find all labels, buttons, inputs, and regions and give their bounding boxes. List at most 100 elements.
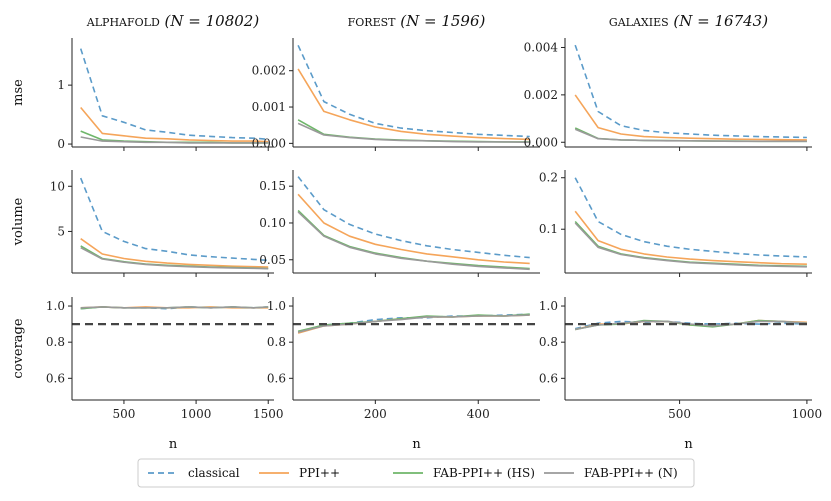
panel-title-name: alphafold (86, 12, 165, 30)
y-tick-label: 0.001 (252, 100, 286, 114)
x-tick: 1500 (253, 400, 284, 421)
series-line-fab_hs (80, 245, 269, 270)
y-tick: 0 (57, 137, 72, 151)
panel-title: forest (N = 1596) (348, 12, 486, 30)
y-tick: 5 (57, 224, 72, 238)
series-line-classical (79, 48, 269, 141)
y-axis-label-mse: mse (11, 79, 26, 106)
series-line-ppi (297, 68, 530, 141)
series-line-ppi (574, 94, 807, 141)
y-tick: 0.000 (524, 135, 565, 149)
panel-title-n: (N = 10802) (165, 12, 260, 30)
panel-volume-1: 0.05 0.10 0.15 (259, 170, 540, 277)
x-tick: 1000 (181, 400, 212, 421)
x-tick: 500 (668, 400, 691, 421)
panel-volume-2: 0.1 0.2 (539, 170, 812, 277)
legend-item-fab_n: FAB-PPI++ (N) (544, 466, 678, 480)
panel-title-n: (N = 16743) (673, 12, 768, 30)
y-tick: 0.6 (267, 371, 293, 385)
y-tick-label: 1.0 (267, 299, 286, 313)
y-tick: 1.0 (267, 299, 293, 313)
y-axis-label-coverage: coverage (11, 318, 26, 378)
x-tick-label: 1000 (792, 407, 823, 421)
series-line-fab_n (297, 211, 530, 271)
y-tick-label: 0.000 (524, 135, 558, 149)
y-tick-label: 0.6 (539, 371, 558, 385)
series-line-ppi (297, 193, 530, 265)
y-tick: 0.002 (524, 88, 565, 102)
y-tick-label: 0.004 (524, 40, 559, 54)
y-tick-label: 0.000 (252, 136, 286, 150)
y-tick-label: 1.0 (539, 299, 558, 313)
y-tick-label: 0.2 (539, 171, 558, 185)
y-tick: 1 (57, 78, 72, 92)
x-tick-label: 200 (364, 407, 387, 421)
panel-title-n: (N = 1596) (400, 12, 485, 30)
panel-title: alphafold (N = 10802) (86, 12, 260, 30)
series-line-classical (297, 44, 530, 138)
x-tick-label: 500 (112, 407, 135, 421)
y-tick-label: 5 (57, 224, 65, 238)
y-tick-label: 0.15 (259, 179, 286, 193)
x-axis-label: n (684, 437, 693, 452)
x-tick: 500 (112, 400, 135, 421)
panel-mse-2: galaxies (N = 16743) 0.000 0.002 0.004 (524, 12, 812, 151)
x-tick: 400 (467, 400, 490, 421)
x-tick: 1000 (792, 400, 823, 421)
y-tick-label: 0.8 (539, 335, 558, 349)
y-tick-label: 1.0 (46, 299, 65, 313)
y-tick-label: 0.10 (259, 216, 286, 230)
x-axis-label: n (412, 437, 421, 452)
y-tick: 0.002 (252, 64, 293, 78)
panel-coverage-2: n 0.6 0.8 1.0 500 1000 (539, 297, 822, 452)
x-tick-label: 500 (668, 407, 691, 421)
y-tick-label: 0.6 (267, 371, 286, 385)
y-tick-label: 10 (50, 179, 65, 193)
x-tick: 200 (364, 400, 387, 421)
y-tick-label: 0.1 (539, 222, 558, 236)
legend-label: FAB-PPI++ (HS) (433, 466, 535, 480)
series-line-classical (574, 44, 807, 139)
panel-title-name: forest (348, 12, 401, 30)
legend-item-ppi: PPI++ (259, 466, 340, 480)
y-tick: 0.8 (267, 335, 293, 349)
series-line-classical (574, 177, 807, 258)
series-line-ppi (574, 210, 807, 265)
y-tick: 1.0 (539, 299, 565, 313)
series-line-fab_n (297, 122, 530, 144)
legend-item-fab_hs: FAB-PPI++ (HS) (393, 466, 535, 480)
panel-title-name: galaxies (609, 12, 674, 30)
y-tick: 0.6 (539, 371, 565, 385)
panel-mse-0: alphafold (N = 10802) mse 0 1 (11, 12, 274, 151)
legend-label: PPI++ (299, 466, 340, 480)
y-tick-label: 0.6 (46, 371, 65, 385)
series-line-fab_n (574, 128, 807, 143)
series-line-fab_n (80, 306, 269, 309)
y-tick: 0.8 (46, 335, 72, 349)
y-tick: 0.15 (259, 179, 293, 193)
legend-item-classical: classical (148, 466, 240, 480)
legend-label: FAB-PPI++ (N) (584, 466, 678, 480)
x-axis-label: n (169, 437, 178, 452)
x-tick-label: 1500 (253, 407, 284, 421)
y-tick: 0.05 (259, 253, 293, 267)
y-tick: 0.004 (524, 40, 565, 54)
y-tick-label: 0.002 (524, 88, 558, 102)
y-tick: 0.2 (539, 171, 565, 185)
y-tick: 10 (50, 179, 72, 193)
y-tick: 0.1 (539, 222, 565, 236)
y-tick-label: 1 (57, 78, 65, 92)
y-tick-label: 0.05 (259, 253, 286, 267)
x-tick-label: 1000 (181, 407, 212, 421)
panel-coverage-0: coverage n 0.6 0.8 1.0 500 1000 1500 (11, 297, 284, 452)
series-line-fab_n (80, 136, 269, 144)
y-tick: 0.6 (46, 371, 72, 385)
panel-mse-1: forest (N = 1596) 0.000 0.001 0.002 (252, 12, 540, 151)
series-line-classical (297, 176, 530, 259)
panel-volume-0: volume 5 10 (11, 170, 274, 277)
y-tick-label: 0.002 (252, 64, 286, 78)
series-line-ppi (80, 106, 269, 143)
series-line-classical (79, 177, 269, 262)
legend: classical PPI++ FAB-PPI++ (HS) FAB-PPI++ (N… (137, 458, 695, 488)
y-tick: 0.8 (539, 335, 565, 349)
